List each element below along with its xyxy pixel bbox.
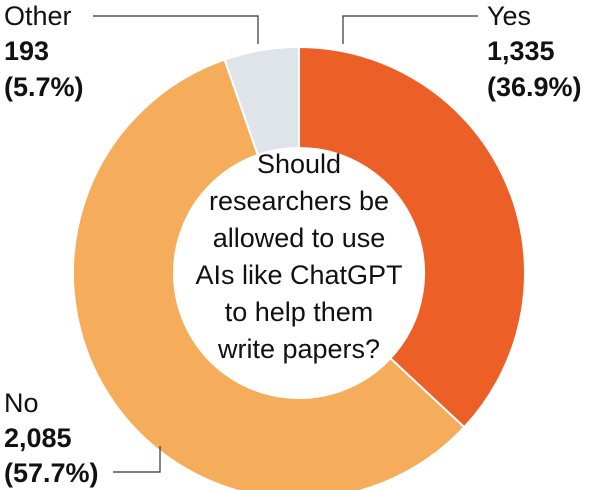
label-no-percent: (57.7%) — [4, 458, 99, 488]
label-other-name: Other — [4, 1, 72, 31]
center-question-line-3: allowed to use — [213, 223, 386, 253]
label-other-count: 193 — [4, 36, 49, 66]
slice-yes — [298, 45, 526, 429]
label-yes-count: 1,335 — [487, 36, 555, 66]
center-question-line-5: to help them — [225, 297, 374, 327]
leader-line-yes — [342, 15, 478, 44]
label-yes-percent: (36.9%) — [487, 72, 582, 102]
label-yes-name: Yes — [487, 1, 531, 31]
donut-slices — [72, 45, 526, 490]
label-no-name: No — [4, 388, 39, 418]
leader-line-no — [113, 446, 161, 473]
center-question-line-2: researchers be — [209, 186, 389, 216]
label-no-count: 2,085 — [4, 423, 72, 453]
center-question: Should researchers be allowed to use AIs… — [195, 149, 402, 364]
center-question-line-6: write papers? — [217, 334, 380, 364]
center-question-line-1: Should — [257, 149, 341, 179]
slice-no — [72, 58, 466, 490]
center-question-line-4: AIs like ChatGPT — [195, 260, 402, 290]
slice-other — [223, 45, 300, 157]
leader-line-other — [93, 15, 259, 44]
label-other-percent: (5.7%) — [4, 72, 84, 102]
